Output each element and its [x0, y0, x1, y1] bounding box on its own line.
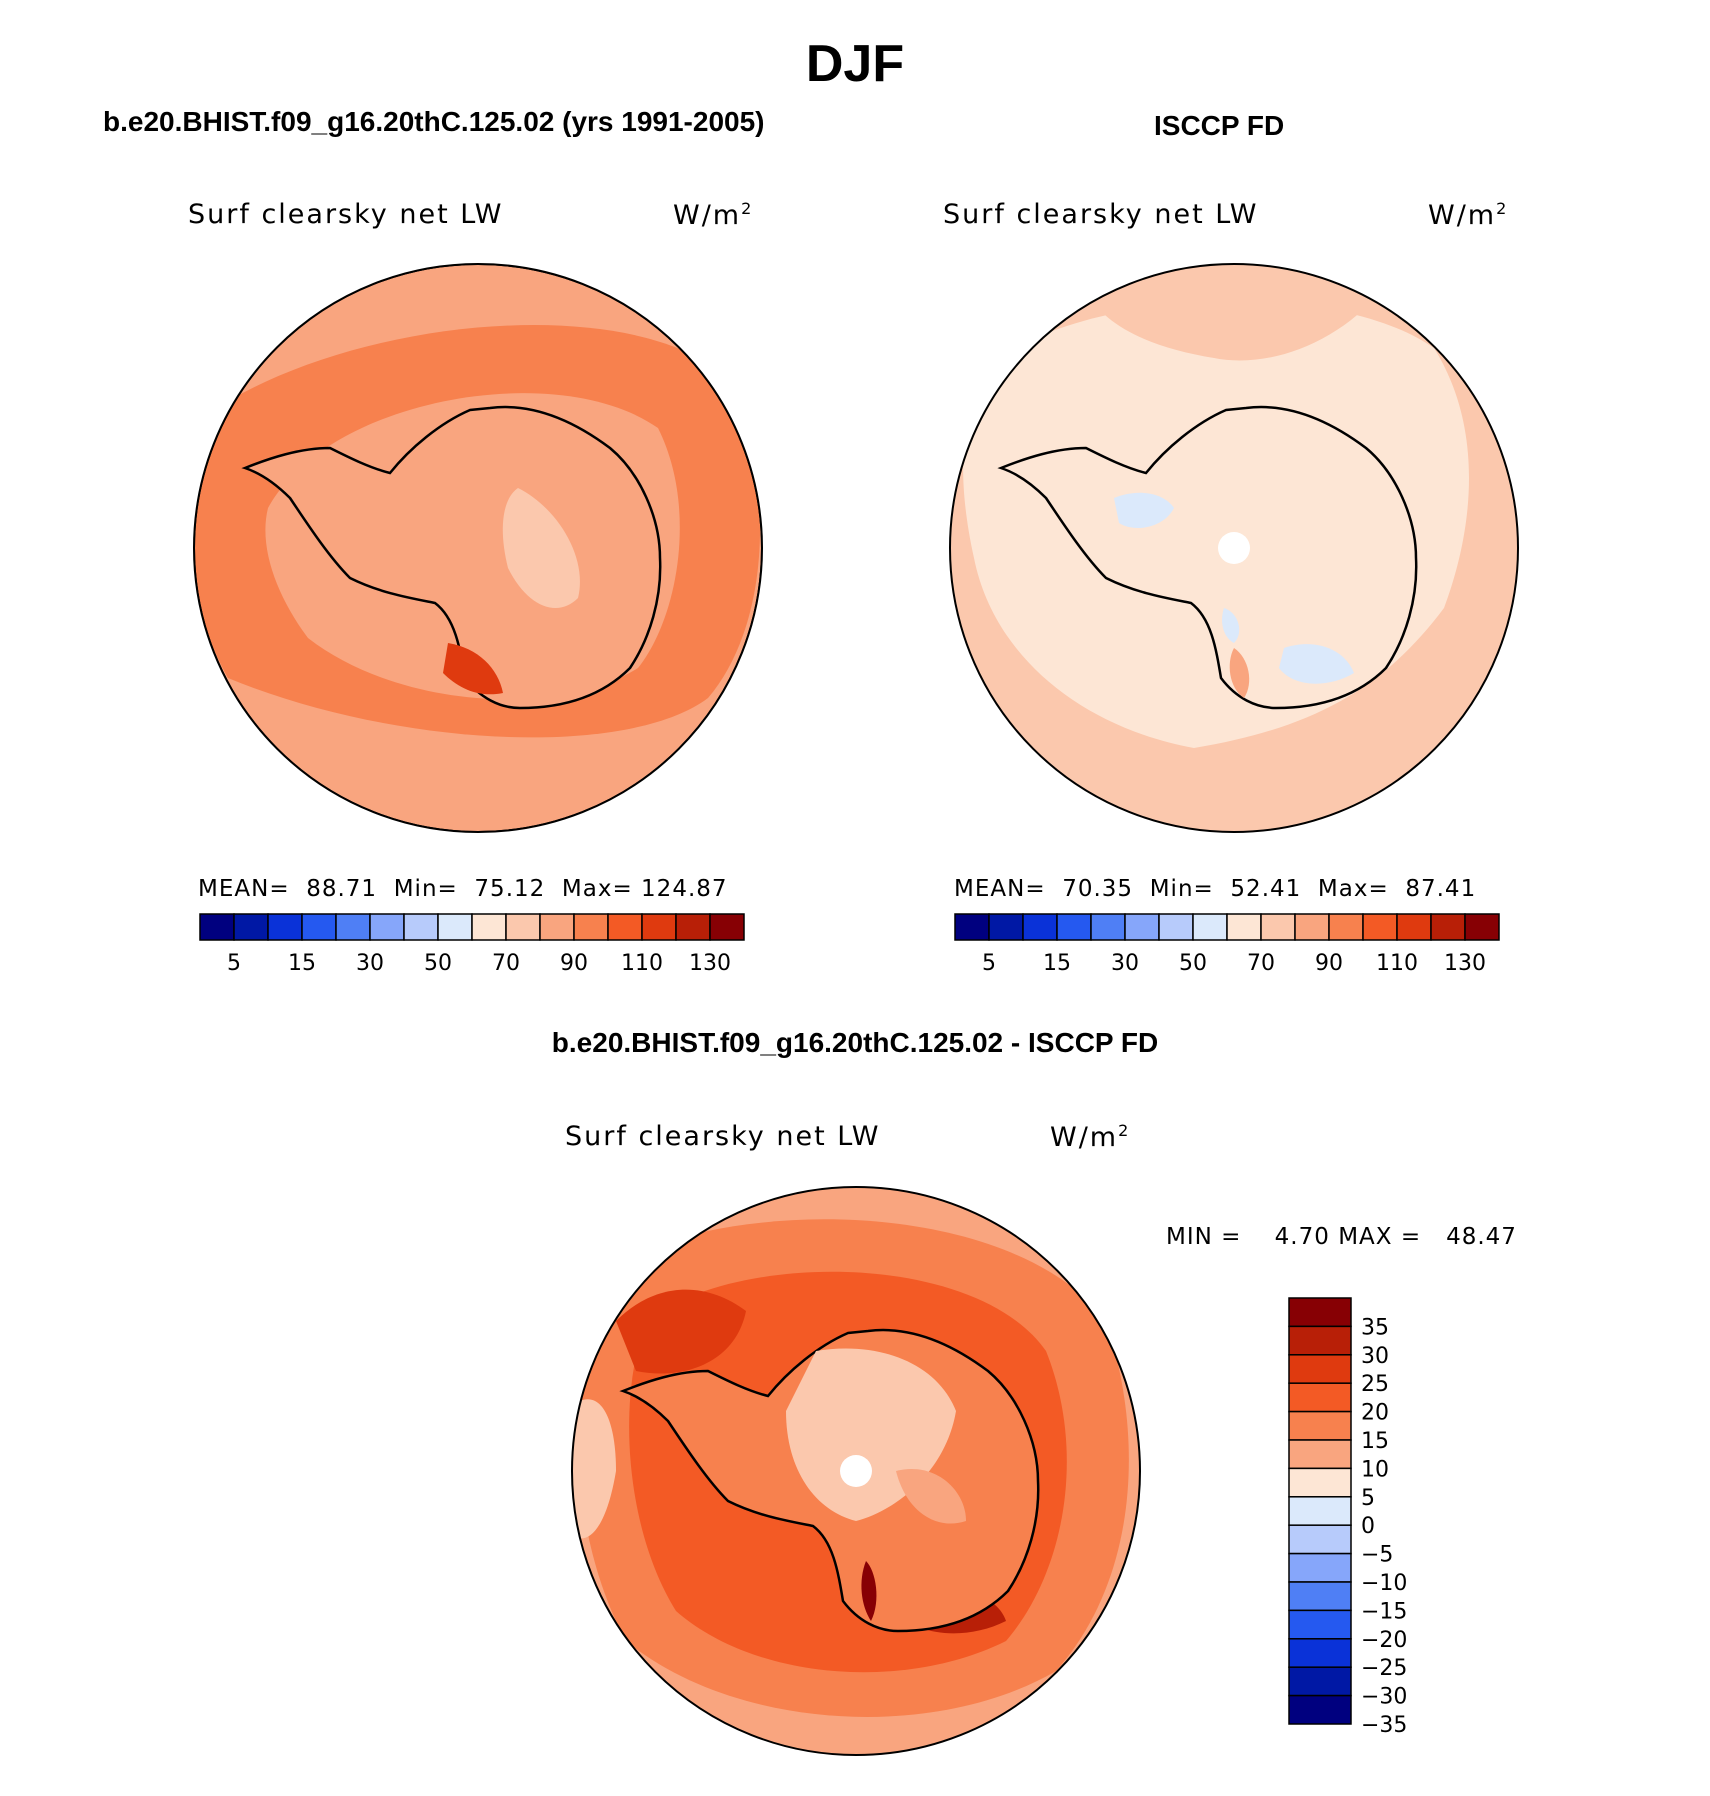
panel3-colorbar-label: 15	[1361, 1429, 1389, 1454]
panel3-colorbar-box	[1288, 1524, 1352, 1555]
panel2-colorbar-box	[1124, 913, 1160, 941]
panel1-map	[193, 263, 763, 833]
panel3-map	[571, 1186, 1141, 1756]
panel1-colorbar-box	[641, 913, 677, 941]
panel2-colorbar-box	[1158, 913, 1194, 941]
panel2-stats: MEAN= 70.35 Min= 52.41 Max= 87.41	[954, 876, 1477, 902]
panel3-colorbar-box	[1288, 1581, 1352, 1612]
panel1-stats: MEAN= 88.71 Min= 75.12 Max= 124.87	[198, 876, 728, 902]
panel1-colorbar-box	[539, 913, 575, 941]
panel2-map	[949, 263, 1519, 833]
panel1-colorbar-label: 30	[356, 951, 384, 976]
panel3-colorbar-label: 10	[1361, 1457, 1389, 1482]
panel1-colorbar-box	[369, 913, 405, 941]
panel2-colorbar-box	[1056, 913, 1092, 941]
panel2-colorbar-label: 130	[1444, 951, 1486, 976]
panel3-colorbar-label: −20	[1361, 1628, 1407, 1653]
panel3-variable-label: Surf clearsky net LW	[565, 1121, 881, 1152]
panel3-colorbar-label: −15	[1361, 1599, 1407, 1624]
panel3-units: W/m2	[1050, 1121, 1131, 1153]
panel1-colorbar-box	[437, 913, 473, 941]
panel2-units: W/m2	[1428, 199, 1509, 231]
panel1-variable-label: Surf clearsky net LW	[188, 199, 504, 230]
panel1-units: W/m2	[673, 199, 754, 231]
panel1-colorbar: 5 15 30 50 70 90 110 130	[199, 913, 745, 976]
panel1-colorbar-label: 15	[288, 951, 316, 976]
panel3-colorbar-box	[1288, 1325, 1352, 1356]
panel1-colorbar-box	[709, 913, 745, 941]
panel3-colorbar-label: −5	[1361, 1543, 1393, 1568]
panel2-colorbar-label: 30	[1111, 951, 1139, 976]
panel3-colorbar-label: 30	[1361, 1344, 1389, 1369]
panel3-colorbar-box	[1288, 1382, 1352, 1413]
panel2-colorbar-label: 90	[1315, 951, 1343, 976]
panel1-colorbar-box	[471, 913, 507, 941]
panel3-colorbar-box	[1288, 1354, 1352, 1384]
panel2-variable-label: Surf clearsky net LW	[943, 199, 1259, 230]
panel1-colorbar-box	[199, 913, 235, 941]
panel2-case-title: ISCCP FD	[1154, 110, 1285, 141]
panel2-colorbar-label: 70	[1247, 951, 1275, 976]
panel2-colorbar-box	[1294, 913, 1330, 941]
panel3-colorbar-box	[1288, 1552, 1352, 1583]
panel1-colorbar-label: 5	[227, 951, 241, 976]
panel1-colorbar-box	[301, 913, 337, 941]
panel3-colorbar-label: 0	[1361, 1514, 1375, 1539]
panel1-colorbar-box	[505, 913, 541, 941]
panel2-colorbar-box	[1022, 913, 1058, 941]
panel1-colorbar-box	[335, 913, 371, 941]
panel2-colorbar-box	[1464, 913, 1500, 941]
panel3-colorbar-box	[1288, 1609, 1352, 1640]
panel3-colorbar: 35 30 25 20 15 10 5 0 −5 −10 −15 −20 −25 −30 −35	[1288, 1297, 1407, 1738]
panel3-colorbar-box	[1288, 1666, 1352, 1697]
panel3-colorbar-label: 20	[1361, 1401, 1389, 1426]
panel3-colorbar-label: −35	[1361, 1713, 1407, 1738]
panel1-case-title: b.e20.BHIST.f09_g16.20thC.125.02 (yrs 19…	[103, 106, 765, 137]
panel3-colorbar-label: 35	[1361, 1315, 1389, 1340]
panel3-colorbar-box	[1288, 1410, 1352, 1441]
panel3-colorbar-box	[1288, 1638, 1352, 1668]
panel1-colorbar-box	[607, 913, 643, 941]
panel3-colorbar-label: 5	[1361, 1486, 1375, 1511]
panel2-colorbar-box	[1192, 913, 1228, 941]
panel2-colorbar-box	[1226, 913, 1262, 941]
panel2-colorbar-box	[988, 913, 1024, 941]
panel1-colorbar-box	[267, 913, 303, 941]
panel3-stats: MIN = 4.70 MAX = 48.47	[1166, 1224, 1517, 1250]
panel1-colorbar-box	[233, 913, 269, 941]
figure-title: DJF	[805, 35, 905, 93]
panel3-colorbar-label: −25	[1361, 1656, 1407, 1681]
panel3-colorbar-box	[1288, 1496, 1352, 1526]
panel2-colorbar-box	[954, 913, 990, 941]
panel2-colorbar-box	[1396, 913, 1432, 941]
panel1-colorbar-box	[403, 913, 439, 941]
panel1-colorbar-label: 130	[689, 951, 731, 976]
panel3-colorbar-box	[1288, 1467, 1352, 1498]
panel1-colorbar-label: 50	[424, 951, 452, 976]
panel2-colorbar-box	[1430, 913, 1466, 941]
panel2-colorbar-label: 5	[982, 951, 996, 976]
panel2-colorbar: 5 15 30 50 70 90 110 130	[954, 913, 1500, 976]
panel3-colorbar-box	[1288, 1694, 1352, 1725]
panel2-colorbar-label: 15	[1043, 951, 1071, 976]
panel2-colorbar-box	[1328, 913, 1364, 941]
panel1-colorbar-label: 90	[560, 951, 588, 976]
panel2-colorbar-box	[1090, 913, 1126, 941]
panel3-colorbar-label: −10	[1361, 1571, 1407, 1596]
panel3-colorbar-box	[1288, 1297, 1352, 1328]
panel3-colorbar-label: 25	[1361, 1372, 1389, 1397]
panel1-colorbar-label: 70	[492, 951, 520, 976]
panel1-colorbar-box	[675, 913, 711, 941]
panel2-colorbar-label: 110	[1376, 951, 1418, 976]
panel3-case-title: b.e20.BHIST.f09_g16.20thC.125.02 - ISCCP…	[551, 1027, 1159, 1058]
panel2-colorbar-label: 50	[1179, 951, 1207, 976]
panel3-colorbar-box	[1288, 1439, 1352, 1470]
panel2-colorbar-box	[1362, 913, 1398, 941]
panel3-colorbar-label: −30	[1361, 1685, 1407, 1710]
panel1-colorbar-box	[573, 913, 609, 941]
panel2-colorbar-box	[1260, 913, 1296, 941]
panel1-colorbar-label: 110	[621, 951, 663, 976]
